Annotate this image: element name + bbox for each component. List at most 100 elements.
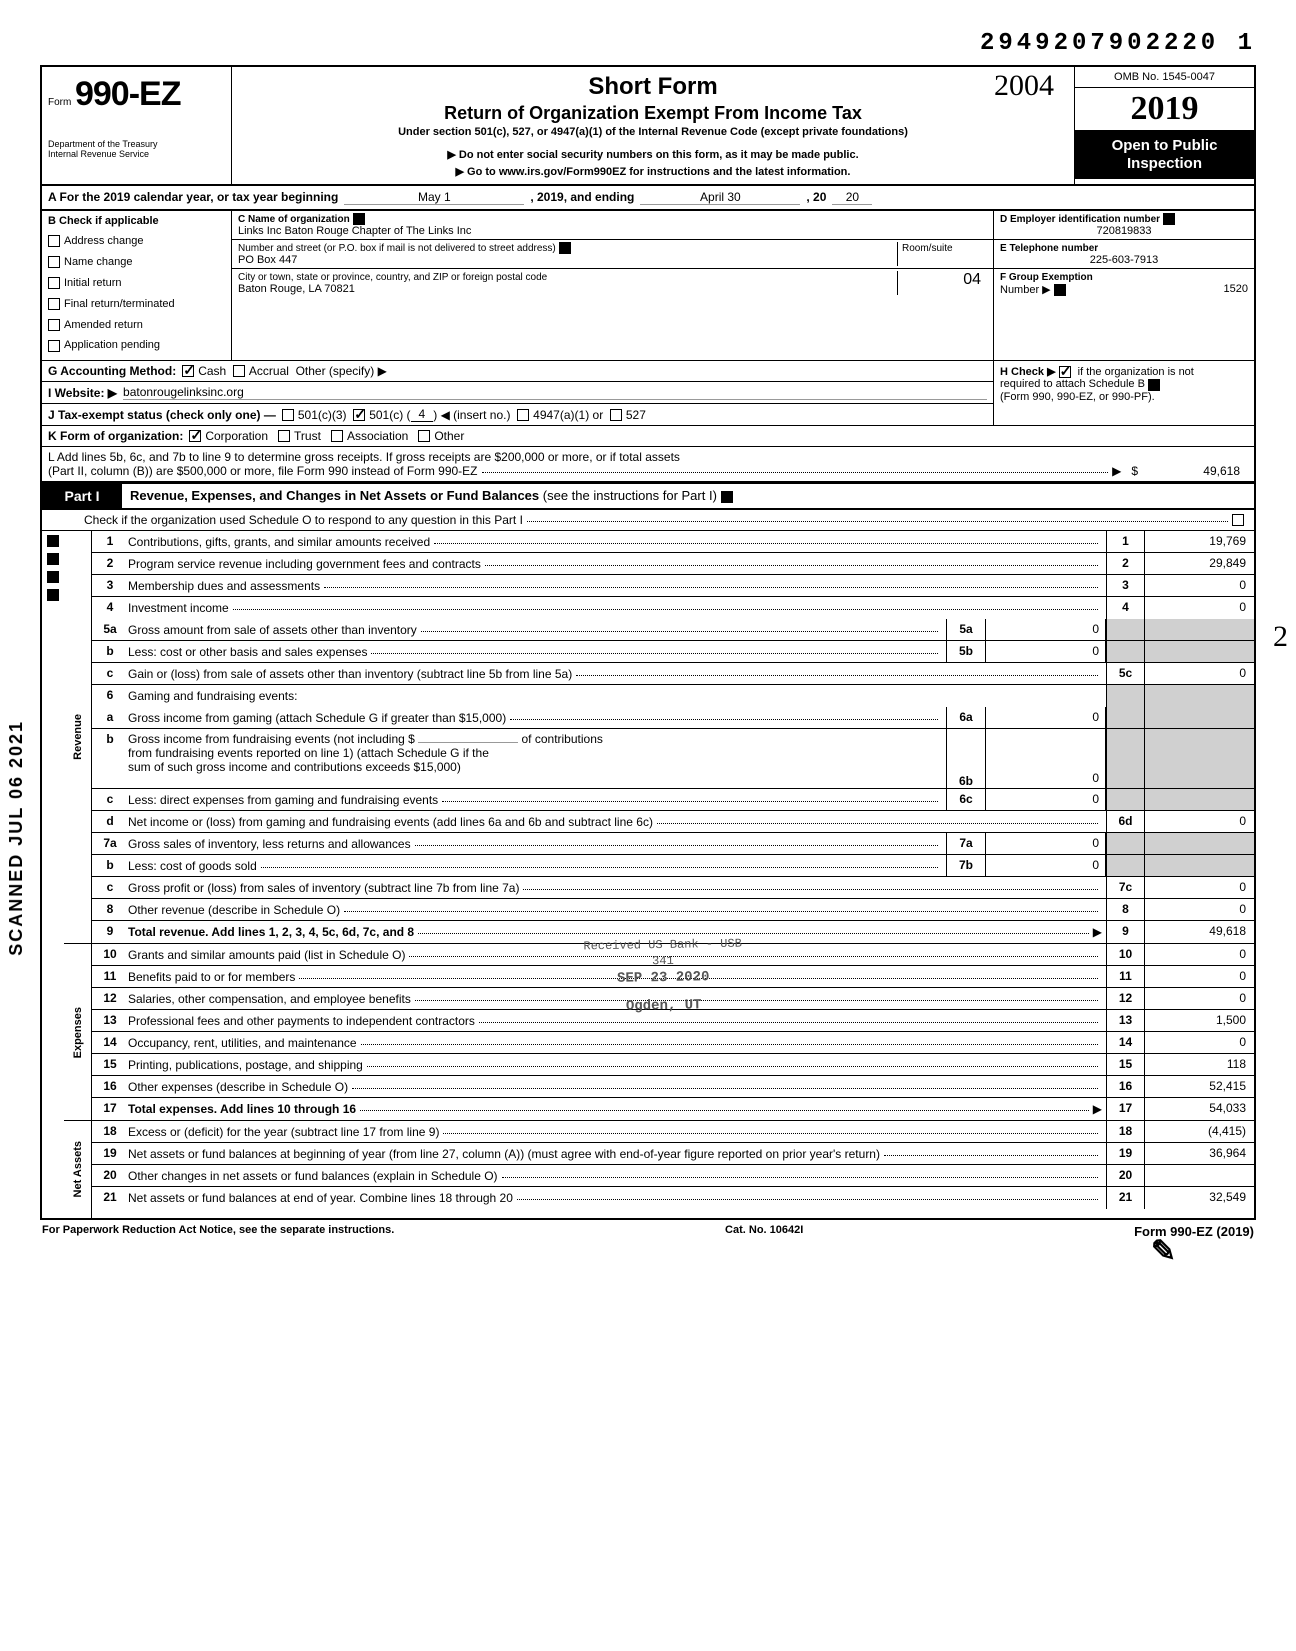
side-revenue: Revenue bbox=[64, 531, 92, 943]
ln-right-val: 0 bbox=[1144, 575, 1254, 596]
cb-corporation[interactable] bbox=[189, 430, 201, 442]
lbl-amended-return: Amended return bbox=[64, 319, 143, 331]
cb-initial-return[interactable] bbox=[48, 277, 60, 289]
cb-final-return[interactable] bbox=[48, 298, 60, 310]
part1-check-line: Check if the organization used Schedule … bbox=[40, 510, 1256, 531]
line-5c: c Gain or (loss) from sale of assets oth… bbox=[92, 663, 1254, 685]
ln-mid-num: 7a bbox=[946, 833, 986, 854]
stamp-line3: SEP 23 2020 bbox=[584, 968, 743, 989]
cb-cash[interactable] bbox=[182, 365, 194, 377]
cb-501c3[interactable] bbox=[282, 409, 294, 421]
lbl-application-pending: Application pending bbox=[64, 339, 160, 351]
lbl-corporation: Corporation bbox=[205, 429, 268, 443]
ln-desc: Grants and similar amounts paid (list in… bbox=[128, 948, 405, 962]
form-number: 990-EZ bbox=[75, 75, 181, 113]
help-icon bbox=[47, 535, 59, 547]
ln-num: b bbox=[92, 641, 128, 662]
line-2: 2Program service revenue including gover… bbox=[92, 553, 1254, 575]
ln-num: c bbox=[92, 663, 128, 684]
501c-num[interactable]: 4 bbox=[411, 407, 434, 422]
ln-desc: Gross profit or (loss) from sales of inv… bbox=[128, 881, 519, 895]
side-netassets-label: Net Assets bbox=[72, 1121, 84, 1217]
col-b-checkboxes: Address change Name change Initial retur… bbox=[48, 231, 225, 356]
cb-other-org[interactable] bbox=[418, 430, 430, 442]
ln-num: 9 bbox=[92, 921, 128, 943]
col-de: D Employer identification number 7208198… bbox=[994, 211, 1254, 360]
ln-num: 14 bbox=[92, 1032, 128, 1053]
ln-desc: Net assets or fund balances at beginning… bbox=[128, 1147, 880, 1161]
ln-desc: Contributions, gifts, grants, and simila… bbox=[128, 535, 430, 549]
part1-header: Part I Revenue, Expenses, and Changes in… bbox=[40, 483, 1256, 510]
cb-501c[interactable] bbox=[353, 409, 365, 421]
ln-right-num: 11 bbox=[1106, 966, 1144, 987]
ln-desc: Total expenses. Add lines 10 through 16 bbox=[128, 1102, 356, 1116]
ln-num: 16 bbox=[92, 1076, 128, 1097]
lbl-527: 527 bbox=[626, 408, 646, 422]
ln-num: c bbox=[92, 877, 128, 898]
signature-mark: ✎ bbox=[1151, 1234, 1176, 1269]
ln-mid-num: 6a bbox=[946, 707, 986, 728]
ln-desc: Less: direct expenses from gaming and fu… bbox=[128, 793, 438, 807]
ln-num: 11 bbox=[92, 966, 128, 987]
cb-application-pending[interactable] bbox=[48, 340, 60, 352]
ln-right-val: 49,618 bbox=[1144, 921, 1254, 943]
cb-name-change[interactable] bbox=[48, 256, 60, 268]
lbl-other-specify: Other (specify) ▶ bbox=[296, 364, 387, 378]
ln-right-num: 3 bbox=[1106, 575, 1144, 596]
ln-num: 1 bbox=[92, 531, 128, 552]
no-ssn-note: ▶ Do not enter social security numbers o… bbox=[240, 148, 1066, 161]
lbl-trust: Trust bbox=[294, 429, 321, 443]
line-6b: b Gross income from fundraising events (… bbox=[92, 729, 1254, 789]
ln-desc4: sum of such gross income and contributio… bbox=[128, 760, 461, 774]
ln-right-num: 18 bbox=[1106, 1121, 1144, 1142]
ln-right-val: 0 bbox=[1144, 811, 1254, 832]
ln-desc: Other changes in net assets or fund bala… bbox=[128, 1169, 498, 1183]
ln-right-num: 5c bbox=[1106, 663, 1144, 684]
e-label: E Telephone number bbox=[1000, 243, 1098, 254]
ln-right-val: 36,964 bbox=[1144, 1143, 1254, 1164]
lbl-name-change: Name change bbox=[64, 256, 133, 268]
f-label: F Group Exemption bbox=[1000, 272, 1093, 283]
title-under: Under section 501(c), 527, or 4947(a)(1)… bbox=[240, 126, 1066, 138]
room-label: Room/suite bbox=[902, 243, 953, 254]
lbl-accrual: Accrual bbox=[249, 364, 289, 378]
line-a-begin[interactable]: May 1 bbox=[344, 190, 524, 205]
line-h-text4: (Form 990, 990-EZ, or 990-PF). bbox=[1000, 391, 1155, 403]
ln-desc: Benefits paid to or for members bbox=[128, 970, 295, 984]
line-a-end-year[interactable]: 20 bbox=[832, 190, 872, 205]
lbl-501c: 501(c) ( bbox=[369, 408, 410, 422]
form-word: Form bbox=[48, 97, 71, 108]
ln-right-num: 2 bbox=[1106, 553, 1144, 574]
ln-right-val: 32,549 bbox=[1144, 1187, 1254, 1209]
cb-527[interactable] bbox=[610, 409, 622, 421]
line-15: 15Printing, publications, postage, and s… bbox=[92, 1054, 1254, 1076]
received-stamp: Received US Bank - USB 341 SEP 23 2020 O… bbox=[583, 937, 743, 1017]
cb-schedule-o[interactable] bbox=[1232, 514, 1244, 526]
ln-num: 13 bbox=[92, 1010, 128, 1031]
ln-mid-val: 0 bbox=[986, 641, 1106, 662]
footer-mid: Cat. No. 10642I bbox=[725, 1224, 803, 1239]
ln-desc1: Gross income from fundraising events (no… bbox=[128, 732, 415, 746]
line-17: 17Total expenses. Add lines 10 through 1… bbox=[92, 1098, 1254, 1120]
line-6a: a Gross income from gaming (attach Sched… bbox=[92, 707, 1254, 729]
col-c: C Name of organization Links Inc Baton R… bbox=[232, 211, 994, 360]
help-icon bbox=[353, 213, 365, 225]
open-line1: Open to Public bbox=[1112, 137, 1218, 154]
cb-association[interactable] bbox=[331, 430, 343, 442]
cb-trust[interactable] bbox=[278, 430, 290, 442]
ln-desc: Less: cost of goods sold bbox=[128, 859, 257, 873]
cb-address-change[interactable] bbox=[48, 235, 60, 247]
cb-accrual[interactable] bbox=[233, 365, 245, 377]
cb-schedule-b[interactable] bbox=[1059, 366, 1071, 378]
open-to-public: Open to Public Inspection bbox=[1075, 131, 1254, 179]
city-value: Baton Rouge, LA 70821 bbox=[238, 283, 355, 295]
help-icon bbox=[721, 491, 733, 503]
cb-4947[interactable] bbox=[517, 409, 529, 421]
line-h-text: H Check ▶ bbox=[1000, 366, 1056, 378]
lbl-other-org: Other bbox=[434, 429, 464, 443]
cb-amended-return[interactable] bbox=[48, 319, 60, 331]
ln-mid-num: 7b bbox=[946, 855, 986, 876]
line-a-end-month[interactable]: April 30 bbox=[640, 190, 800, 205]
line-6: 6 Gaming and fundraising events: bbox=[92, 685, 1254, 707]
line-3: 3Membership dues and assessments30 bbox=[92, 575, 1254, 597]
